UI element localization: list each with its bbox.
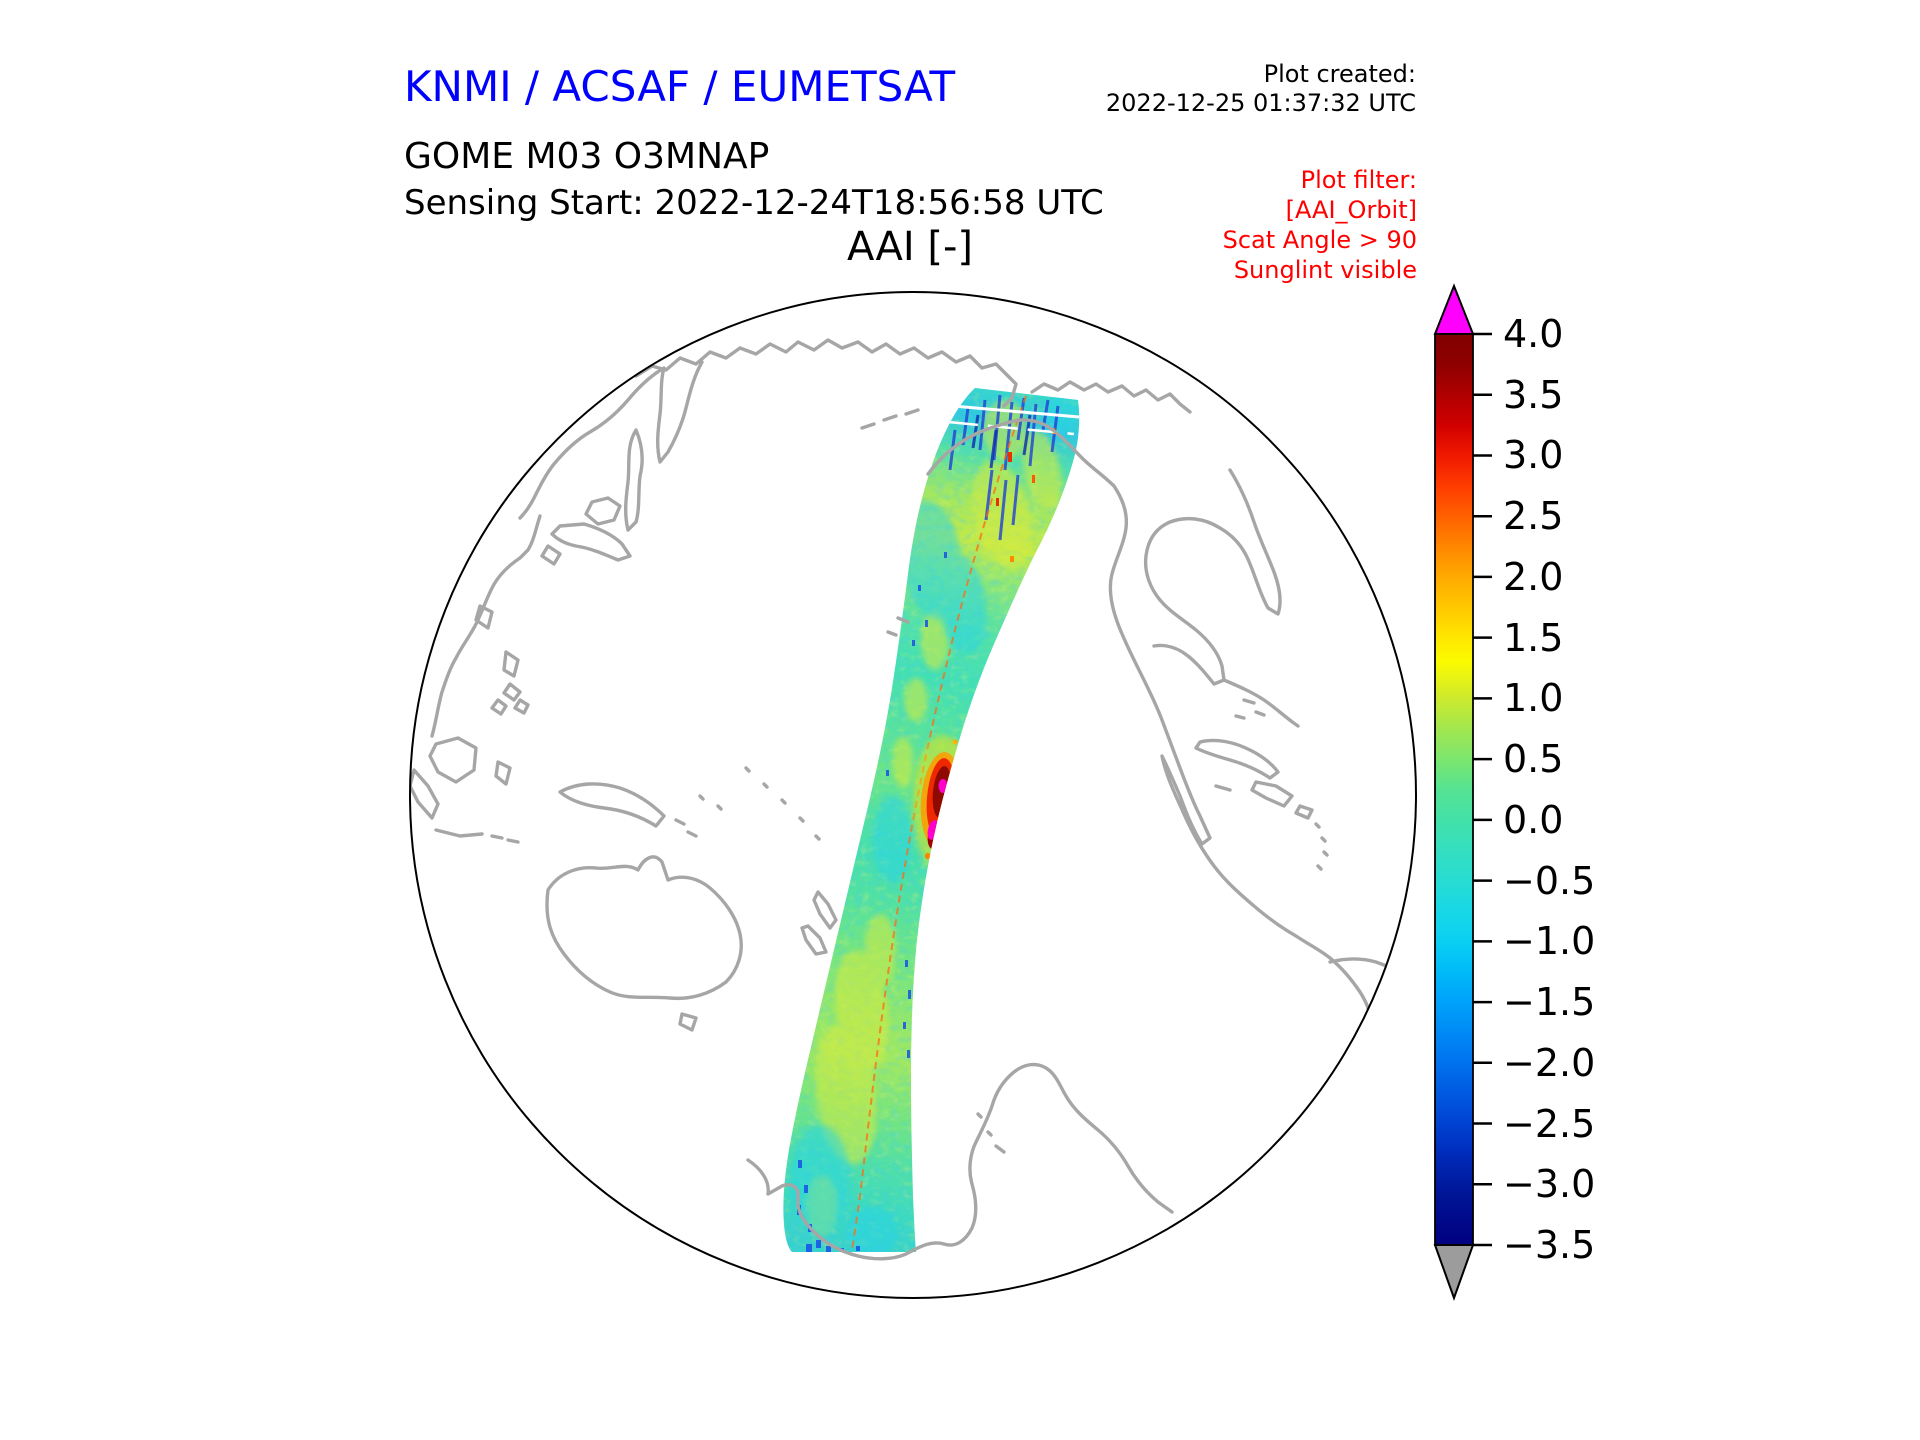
coast-asia [430,338,1018,738]
globe-outline [409,291,1417,1299]
sensing-start: Sensing Start: 2022-12-24T18:56:58 UTC [404,183,1104,223]
colorbar-tick-label: −1.0 [1503,919,1596,964]
coastlines [410,338,1394,1261]
page-title: KNMI / ACSAF / EUMETSAT [404,62,956,111]
colorbar-tick-label: −2.5 [1503,1101,1596,1146]
red-hotspot [913,735,973,875]
colorbar-tick-label: 3.5 [1503,372,1564,417]
plot-filter-line: [AAI_Orbit] [1285,196,1417,224]
nadir-track-line [851,395,1027,1251]
plot-created-label: Plot created: [1263,60,1416,88]
colorbar-ticks [1473,332,1492,1247]
colorbar-tick-label: 2.0 [1503,554,1564,599]
plot-filter-line: Plot filter: [1300,166,1417,194]
colorbar-under-arrow [1433,1244,1475,1301]
colorbar-tick-label: 0.0 [1503,797,1564,842]
colorbar-tick-label: 2.5 [1503,494,1564,539]
product-title: GOME M03 O3MNAP [404,136,770,177]
coast-antarctica-islands [698,616,1174,1261]
map-title: AAI [-] [847,224,973,270]
colorbar-tick-label: −1.5 [1503,980,1596,1025]
colorbar-tick-label: 0.5 [1503,737,1564,782]
plot-filter-line: Scat Angle > 90 [1222,226,1417,254]
over-range-pixel [938,779,948,793]
colorbar-over-arrow [1433,283,1475,335]
plot-filter-line: Sunglint visible [1233,256,1417,284]
coast-oceania [410,650,838,1032]
colorbar-tick-label: −0.5 [1503,858,1596,903]
colorbar [1433,283,1492,1301]
colorbar-tick-label: 1.0 [1503,676,1564,721]
plot-created-block: Plot created: 2022-12-25 01:37:32 UTC [1106,60,1416,118]
colorbar-tick-label: 3.0 [1503,433,1564,478]
colorbar-tick-label: −2.0 [1503,1040,1596,1085]
aai-swath [783,388,1080,1252]
coast-americas [860,380,1394,1222]
colorbar-gradient-bar [1434,333,1474,1246]
colorbar-tick-label: −3.5 [1503,1223,1596,1267]
colorbar-tick-label: −3.0 [1503,1162,1596,1207]
colorbar-tick-label: 4.0 [1503,312,1564,356]
plot-filter-block: Plot filter: [AAI_Orbit] Scat Angle > 90… [1223,165,1417,285]
plot-created-time: 2022-12-25 01:37:32 UTC [1105,89,1416,117]
colorbar-tick-label: 1.5 [1503,615,1564,660]
